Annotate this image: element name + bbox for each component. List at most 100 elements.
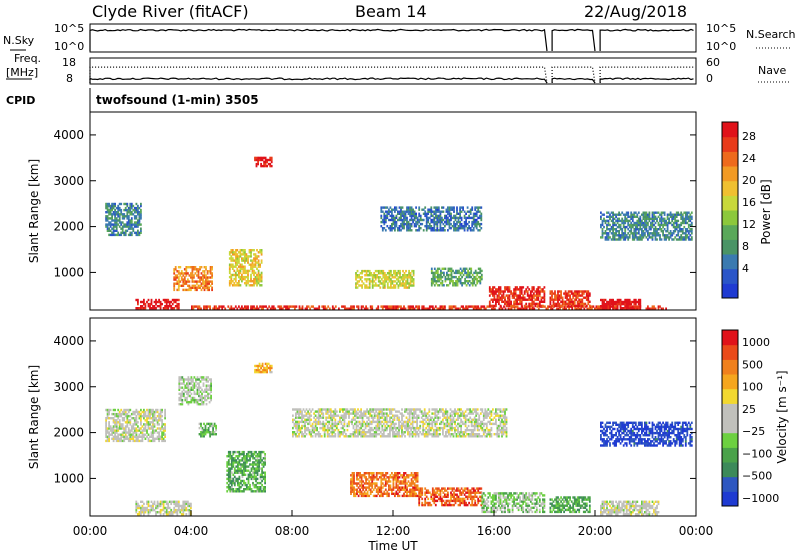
vel-cells-cell [433, 502, 435, 504]
power-cells-cell [408, 305, 410, 307]
vel-cells-cell [670, 424, 672, 426]
power-cells-cell [498, 290, 500, 292]
power-cells-cell [661, 220, 663, 222]
power-cells-cell [397, 227, 399, 229]
power-cells-cell [638, 212, 640, 214]
power-cells-cell [602, 228, 604, 230]
power-cells-cell [559, 297, 561, 299]
power-cells-cell [521, 290, 523, 292]
power-cells-cell [639, 228, 641, 230]
power-cells-cell [646, 220, 648, 222]
vel-cells-cell [661, 434, 663, 436]
power-cells-cell [661, 222, 663, 224]
vel-cells-cell [235, 470, 237, 472]
power-colorbar-swatch-8 [722, 166, 738, 181]
power-cells-cell [630, 226, 632, 228]
vel-cells-cell [480, 487, 482, 489]
vel-cells-cell [676, 442, 678, 444]
power-cells-cell [480, 219, 482, 221]
power-cells-cell [397, 219, 399, 221]
station-title: Clyde River (fitACF) [92, 2, 249, 21]
vel-cells-cell [264, 490, 266, 492]
power-cells-cell [397, 229, 399, 231]
power-cells-cell [236, 253, 238, 255]
vel-cells-cell [235, 480, 237, 482]
vel-cells-cell [251, 451, 253, 453]
power-cells-cell [435, 213, 437, 215]
power-cells-cell [398, 276, 400, 278]
vel-cells-cell [377, 489, 379, 491]
vel-cells-cell [627, 426, 629, 428]
power-cells-cell [369, 270, 371, 272]
power-cells-cell [680, 212, 682, 214]
power-cells-cell [612, 220, 614, 222]
vel-cells-cell [385, 484, 387, 486]
power-cells-cell [367, 270, 369, 272]
power-cells-cell [643, 236, 645, 238]
power-cells-cell [390, 270, 392, 272]
power-cells-cell [241, 274, 243, 276]
power-cells-cell [656, 220, 658, 222]
power-cells-cell [639, 236, 641, 238]
power-cells-cell [467, 280, 469, 282]
power-cells-cell [413, 280, 415, 282]
power-cells-cell [140, 211, 142, 213]
power-cells-cell [241, 280, 243, 282]
vel-cells-cell [235, 459, 237, 461]
vel-cells-cell [388, 493, 390, 495]
vel-cells-cell [370, 489, 372, 491]
vel-cells-cell [264, 474, 266, 476]
power-cells-cell [458, 276, 460, 278]
vel-cells-cell [232, 474, 234, 476]
power-cells-cell [256, 157, 258, 159]
power-cells-cell [391, 213, 393, 215]
power-cells-cell [415, 213, 417, 215]
power-cells-cell [403, 225, 405, 227]
power-cells-cell [456, 209, 458, 211]
power-cells-cell [647, 238, 649, 240]
power-cells-cell [489, 301, 491, 303]
power-cells-cell [447, 219, 449, 221]
power-cells-cell [386, 215, 388, 217]
power-yticks-label-0: 1000 [53, 265, 84, 279]
vel-cells-cell [134, 419, 136, 421]
vel-cells-cell [359, 489, 361, 491]
power-cells-cell [365, 305, 367, 307]
power-cells-cell [600, 224, 602, 226]
power-cells-cell [443, 206, 445, 208]
vel-cells-cell [427, 504, 429, 506]
power-cells-cell [134, 215, 136, 217]
vel-cells-cell [686, 432, 688, 434]
vel-cells-cell [114, 429, 116, 431]
vel-cells-cell [136, 417, 138, 419]
power-cells-cell [408, 225, 410, 227]
power-cells-cell [116, 217, 118, 219]
power-cells-cell [437, 280, 439, 282]
power-cells-cell [235, 305, 237, 307]
power-cells-cell [395, 280, 397, 282]
power-cells-cell [620, 238, 622, 240]
power-cells-cell [655, 236, 657, 238]
power-cells-cell [495, 303, 497, 305]
power-cells-cell [521, 301, 523, 303]
power-cells-cell [382, 229, 384, 231]
power-cells-cell [479, 268, 481, 270]
power-colorbar-tick-0: 4 [742, 262, 749, 275]
vel-cells-cell [399, 495, 401, 497]
power-cells-cell [580, 290, 582, 292]
power-cells-cell [383, 227, 385, 229]
vel-cells-cell [258, 463, 260, 465]
power-cells-cell [318, 305, 320, 307]
vel-cells-cell [257, 478, 259, 480]
power-cells-cell [387, 286, 389, 288]
vel-cells-cell [139, 434, 141, 436]
vel-cells-cell [691, 422, 693, 424]
power-cells-cell [357, 276, 359, 278]
power-cells-cell [433, 219, 435, 221]
power-cells-cell [691, 212, 693, 214]
power-cells-cell [448, 268, 450, 270]
power-cells-cell [408, 213, 410, 215]
vel-cells-cell [353, 486, 355, 488]
noise-tick-bottom-left: 10^0 [54, 40, 84, 53]
vel-cells-cell [679, 422, 681, 424]
